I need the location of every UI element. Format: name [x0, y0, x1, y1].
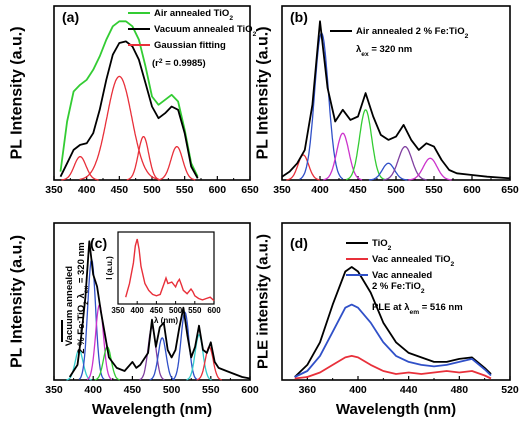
- series-line: [59, 40, 199, 179]
- series-line: [323, 132, 363, 181]
- x-tick-label: 350: [45, 184, 63, 196]
- inset-x-tick-label: 450: [150, 306, 164, 315]
- x-tick-label: 400: [78, 184, 96, 196]
- series-line: [68, 240, 251, 380]
- series-line: [281, 20, 511, 180]
- x-axis-label: Wavelength (nm): [92, 401, 212, 418]
- series-line: [79, 75, 159, 181]
- x-tick-label: 440: [400, 384, 418, 396]
- legend-label: Vacuum annealed TiO2: [154, 24, 257, 38]
- x-tick-label: 650: [241, 184, 259, 196]
- series-line: [368, 162, 408, 181]
- x-tick-label: 400: [311, 184, 329, 196]
- x-tick-label: 500: [143, 184, 161, 196]
- legend-label: Vac annealed: [372, 270, 432, 281]
- legend-label-line2: 2 % Fe:TiO2: [372, 281, 425, 295]
- panel-d: 360 400 440 480 520 (d) PLE intensity (a.u.) Wa…: [254, 222, 519, 418]
- x-tick-label: 600: [463, 184, 481, 196]
- panel-label: (c): [90, 235, 107, 251]
- x-tick-label: 480: [451, 384, 469, 396]
- x-tick-label: 550: [425, 184, 443, 196]
- y-axis-label: PLE intensity (a.u.): [254, 234, 271, 369]
- panel-c: 350 400 450 500 550 600 (c) PL Intensity (a.u.)…: [9, 222, 259, 418]
- plot-frame: [281, 222, 511, 381]
- inset-frame: [117, 231, 215, 305]
- series-line: [294, 355, 492, 380]
- x-tick-label: 450: [124, 384, 142, 396]
- y-axis-label: PL Intensity (a.u.): [9, 26, 26, 159]
- series-line: [61, 155, 99, 181]
- legend-label: Vac annealed TiO2: [372, 254, 455, 268]
- panel-label: (b): [290, 9, 308, 25]
- x-tick-label: 550: [202, 384, 220, 396]
- series-line: [149, 337, 175, 381]
- inset-chart: 350 400 450 500 550 600 I (a.u.) λ (nm): [105, 231, 221, 325]
- series-line: [294, 303, 492, 378]
- x-tick-label: 350: [45, 384, 63, 396]
- y-axis-label: PL Intensity (a.u.): [9, 235, 26, 368]
- inset-x-tick-label: 600: [207, 306, 221, 315]
- legend-note: λex = 320 nm: [356, 44, 412, 58]
- inset-x-label: λ (nm): [154, 316, 178, 325]
- series-line: [186, 334, 212, 381]
- series-line: [196, 346, 222, 381]
- inset-x-tick-label: 400: [131, 306, 145, 315]
- series-line: [286, 154, 320, 181]
- panel-a: 350 400 450 500 550 600 650 (a) PL Intensity (a.…: [9, 5, 259, 196]
- panel-label: (d): [290, 235, 308, 251]
- y-axis-label: PL Intensity (a.u.): [255, 26, 272, 159]
- x-tick-label: 350: [273, 184, 291, 196]
- legend-label: Air annealed 2 % Fe:TiO2: [356, 26, 469, 40]
- x-tick-label: 520: [501, 384, 519, 396]
- panel-b: 350 400 450 500 550 600 650 (b) PL Intensity (a.…: [255, 5, 519, 196]
- inset-y-label: I (a.u.): [105, 256, 114, 280]
- x-tick-label: 600: [209, 184, 227, 196]
- x-axis-label: Wavelength (nm): [336, 401, 456, 418]
- x-tick-label: 500: [163, 384, 181, 396]
- series-line: [294, 266, 492, 378]
- side-legend-line2: 2 % Fe:TiO2 λex = 320 nm: [76, 242, 90, 354]
- series-line: [345, 109, 386, 181]
- series-line: [383, 145, 427, 181]
- series-line: [408, 157, 452, 181]
- panel-label: (a): [62, 9, 79, 25]
- inset-series-line: [125, 238, 215, 302]
- x-tick-label: 600: [241, 384, 259, 396]
- legend-note: (r2 = 0.9985): [152, 58, 206, 70]
- x-tick-label: 400: [84, 384, 102, 396]
- side-legend-line1: Vacuum annealed: [64, 266, 75, 346]
- series-line: [86, 303, 113, 381]
- x-tick-label: 450: [349, 184, 367, 196]
- series-line: [157, 145, 196, 181]
- legend-note: PLE at λem = 516 nm: [372, 302, 463, 316]
- x-tick-label: 400: [349, 384, 367, 396]
- legend-label: Air annealed TiO2: [154, 8, 233, 22]
- inset-x-tick-label: 550: [188, 306, 202, 315]
- x-tick-label: 550: [176, 184, 194, 196]
- inset-x-tick-label: 350: [111, 306, 125, 315]
- inset-x-tick-label: 500: [169, 306, 183, 315]
- legend-label: TiO2: [372, 238, 392, 252]
- series-line: [139, 326, 165, 381]
- series-line: [59, 20, 199, 178]
- x-tick-label: 360: [299, 384, 317, 396]
- legend-label: Gaussian fitting: [154, 40, 226, 51]
- x-tick-label: 650: [501, 184, 519, 196]
- series-line: [126, 135, 161, 181]
- x-tick-label: 500: [387, 184, 405, 196]
- x-tick-label: 450: [111, 184, 129, 196]
